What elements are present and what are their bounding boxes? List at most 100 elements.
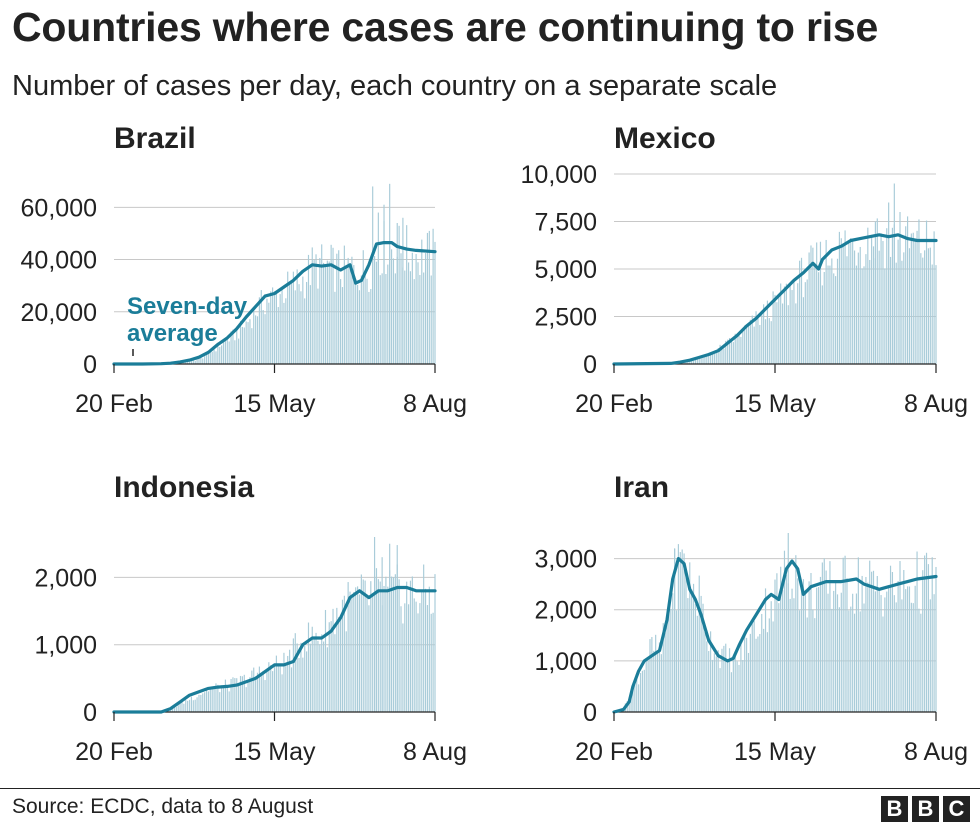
bar-day-69 (243, 674, 245, 712)
bar-day-85 (774, 294, 776, 364)
bar-spike-2 (389, 543, 391, 712)
bar-day-151 (398, 225, 400, 364)
bar-day-163 (421, 239, 423, 364)
bar-spike-1 (381, 557, 383, 712)
bar-day-55 (717, 348, 719, 364)
bar-day-147 (891, 572, 894, 712)
bar-day-91 (285, 663, 287, 712)
y-tick-label: 5,000 (534, 256, 597, 284)
bar-day-67 (740, 336, 742, 364)
bar-day-39 (687, 598, 689, 712)
bar-spike-0 (372, 186, 374, 364)
bar-day-97 (296, 269, 298, 364)
bar-day-103 (808, 581, 810, 712)
bar-day-45 (198, 358, 200, 364)
bar-day-144 (886, 591, 888, 712)
bar-day-59 (725, 643, 727, 712)
bar-day-147 (390, 576, 393, 712)
bar-day-136 (871, 237, 873, 364)
y-tick-label: 2,500 (534, 304, 597, 332)
bbc-logo-block-b2: B (912, 796, 939, 822)
bar-day-74 (253, 307, 255, 364)
bar-day-143 (884, 268, 886, 364)
bar-spike-3 (899, 212, 901, 364)
bar-day-60 (226, 687, 228, 712)
bar-day-40 (689, 361, 691, 364)
bar-day-48 (704, 355, 706, 364)
bar-day-161 (417, 262, 419, 364)
bar-day-96 (795, 303, 797, 364)
bar-day-89 (281, 674, 283, 712)
bar-day-132 (362, 250, 364, 364)
bar-day-148 (392, 577, 395, 712)
bar-day-131 (861, 575, 863, 712)
bar-day-67 (740, 643, 742, 712)
bar-day-104 (309, 285, 311, 364)
bar-day-79 (262, 310, 264, 364)
bar-day-115 (330, 621, 332, 712)
bar-day-108 (317, 640, 319, 712)
bar-day-77 (759, 324, 761, 364)
annotation-line: Seven-day (127, 293, 248, 320)
bar-day-82 (268, 662, 270, 712)
y-tick-label: 0 (83, 699, 97, 727)
bar-series (162, 537, 436, 712)
bar-day-95 (793, 280, 795, 364)
chart-title: Countries where cases are continuing to … (12, 4, 879, 50)
bar-day-114 (829, 561, 831, 712)
bar-day-94 (290, 667, 293, 712)
bar-day-123 (345, 265, 347, 364)
bar-day-86 (776, 302, 778, 364)
bar-day-96 (294, 290, 296, 364)
bar-day-48 (204, 356, 206, 364)
bar-day-116 (833, 590, 835, 712)
bar-day-70 (746, 637, 748, 712)
bar-day-133 (865, 254, 867, 364)
bar-day-67 (239, 320, 242, 364)
bar-day-63 (232, 677, 234, 712)
bar-day-110 (321, 634, 323, 712)
y-tick-label: 2,000 (534, 597, 597, 625)
bar-day-95 (292, 638, 294, 712)
bar-day-44 (196, 359, 198, 364)
bar-day-46 (700, 595, 702, 712)
bar-day-88 (780, 566, 782, 712)
bar-day-83 (770, 321, 772, 364)
bar-day-168 (430, 275, 432, 364)
bar-day-135 (368, 291, 370, 364)
bar-day-128 (355, 587, 357, 712)
bar-day-129 (356, 586, 359, 712)
bar-day-100 (802, 297, 804, 364)
bar-day-107 (315, 254, 317, 364)
bar-day-142 (882, 241, 884, 364)
bar-day-93 (789, 283, 791, 364)
bar-day-58 (723, 348, 725, 364)
bar-day-43 (194, 699, 196, 712)
bar-day-135 (368, 605, 370, 712)
bar-day-89 (781, 589, 784, 712)
bar-day-149 (895, 602, 897, 712)
bar-day-156 (908, 586, 911, 712)
bar-day-54 (215, 683, 217, 712)
bar-day-66 (738, 334, 740, 364)
bar-day-48 (204, 692, 206, 712)
bar-day-89 (781, 303, 784, 364)
bar-day-50 (207, 691, 209, 712)
bar-day-121 (341, 599, 344, 712)
bar-day-45 (198, 694, 200, 712)
bar-day-18 (647, 660, 649, 712)
bar-day-119 (838, 231, 840, 364)
bar-day-64 (234, 340, 236, 364)
bar-day-127 (853, 250, 856, 364)
bar-day-75 (255, 676, 257, 712)
bar-day-125 (850, 238, 852, 364)
bar-day-84 (772, 621, 774, 712)
bar-day-85 (273, 664, 276, 712)
bar-day-57 (721, 345, 723, 364)
bar-day-120 (840, 592, 842, 712)
bar-day-151 (899, 561, 901, 712)
bar-day-98 (298, 284, 300, 364)
bar-day-133 (865, 576, 867, 712)
bar-day-61 (728, 648, 731, 712)
